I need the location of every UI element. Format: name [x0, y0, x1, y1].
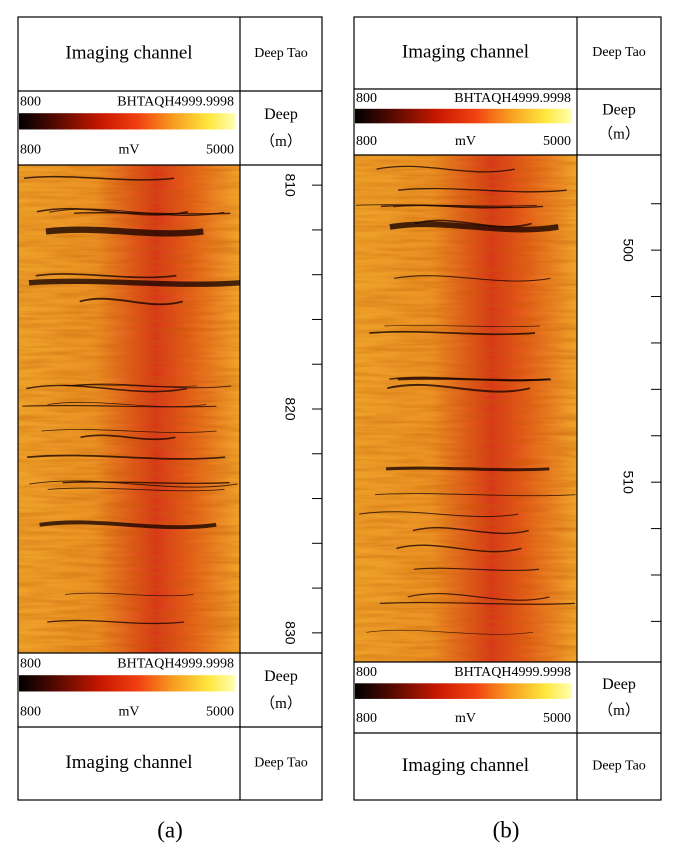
bedding-line: [376, 165, 515, 173]
scale-unit: mV: [119, 142, 140, 157]
channel-title: Imaging channel: [65, 752, 192, 773]
panel-caption: (b): [493, 817, 520, 842]
depth-label: Deep: [264, 668, 298, 685]
scale-unit: mV: [119, 704, 140, 719]
bedding-line: [65, 592, 194, 597]
scale-max: 5000: [206, 704, 234, 719]
bedding-line: [366, 629, 534, 635]
depth-unit: （m）: [598, 702, 640, 719]
scale-unit: mV: [455, 134, 476, 149]
bedding-line: [26, 454, 226, 460]
scale-min: 800: [356, 711, 377, 726]
channel-title: Imaging channel: [402, 755, 529, 776]
scale-min: 800: [20, 142, 41, 157]
bedding-line: [369, 330, 536, 336]
bedding-line: [387, 383, 531, 393]
bedding-line: [47, 487, 225, 492]
log-panel: Imaging channel Deep Tao Imaging channel De…: [17, 16, 323, 842]
bedding-line: [380, 204, 543, 209]
bedding-line: [389, 221, 559, 233]
depth-unit: （m）: [260, 695, 302, 712]
bedding-line: [62, 481, 230, 485]
bedding-line: [23, 175, 175, 181]
bedding-line: [79, 297, 183, 306]
depth-tick-label: 830: [282, 621, 298, 645]
borehole-image: [18, 165, 240, 653]
bedding-line: [41, 429, 217, 433]
scale-min: 800: [356, 134, 377, 149]
colorbar: [19, 675, 235, 692]
bedding-line: [29, 480, 238, 488]
bedding-line: [39, 520, 217, 530]
bedding-line: [47, 401, 207, 408]
colorbar: [355, 108, 572, 124]
scale-max: 5000: [543, 134, 571, 149]
scale-min: 800: [20, 94, 41, 109]
scale-min: 800: [356, 91, 377, 106]
bedding-line: [49, 208, 225, 217]
bedding-line: [28, 278, 241, 287]
bedding-line: [412, 527, 529, 534]
bedding-line: [35, 273, 177, 279]
depth-title: Deep Tao: [254, 756, 308, 771]
depth-tick-label: 820: [282, 397, 298, 421]
depth-title: Deep Tao: [254, 46, 308, 61]
bedding-line: [22, 404, 217, 408]
channel-name: BHTAQH4999.9998: [454, 91, 571, 106]
bedding-line: [398, 187, 567, 193]
bedding-line: [26, 384, 188, 393]
borehole-image: [354, 155, 577, 662]
scale-max: 5000: [543, 711, 571, 726]
bedding-line: [396, 544, 522, 553]
scale-max: 5000: [206, 142, 234, 157]
scale-min: 800: [20, 704, 41, 719]
channel-title: Imaging channel: [402, 41, 529, 62]
bedding-line: [375, 493, 576, 497]
scale-min: 800: [356, 665, 377, 680]
bedding-line: [80, 434, 176, 441]
bedding-line: [67, 383, 232, 389]
channel-name: BHTAQH4999.9998: [117, 94, 234, 109]
bedding-line: [47, 619, 185, 625]
bedding-line: [413, 567, 540, 571]
depth-label: Deep: [602, 101, 636, 118]
depth-title: Deep Tao: [592, 45, 646, 60]
depth-unit: （m）: [598, 126, 640, 143]
depth-title: Deep Tao: [592, 759, 646, 774]
bedding-line: [407, 593, 550, 601]
bedding-line: [397, 377, 551, 382]
bedding-line: [380, 601, 575, 605]
panel-frame: [353, 16, 662, 801]
log-panel: Imaging channel Deep Tao Imaging channel De…: [353, 16, 662, 842]
bedding-line: [414, 219, 532, 228]
channel-title: Imaging channel: [65, 42, 192, 63]
bedding-line: [393, 205, 513, 209]
panel-frame: [17, 16, 323, 801]
depth-tick-label: 810: [282, 173, 298, 197]
depth-tick-label: 510: [621, 470, 637, 494]
bedding-line: [384, 324, 540, 327]
bedding-line: [385, 466, 550, 472]
bedding-line: [74, 211, 231, 215]
scale-min: 800: [20, 656, 41, 671]
channel-name: BHTAQH4999.9998: [117, 656, 234, 671]
depth-label: Deep: [602, 676, 636, 693]
depth-unit: （m）: [260, 133, 302, 150]
depth-label: Deep: [264, 106, 298, 123]
colorbar: [19, 113, 235, 130]
panel-caption: (a): [157, 817, 183, 842]
depth-tick-label: 500: [621, 238, 637, 262]
colorbar: [355, 683, 572, 699]
bedding-line: [359, 511, 519, 518]
channel-name: BHTAQH4999.9998: [454, 665, 571, 680]
bedding-line: [45, 226, 204, 237]
bedding-line: [393, 275, 551, 282]
scale-unit: mV: [455, 711, 476, 726]
